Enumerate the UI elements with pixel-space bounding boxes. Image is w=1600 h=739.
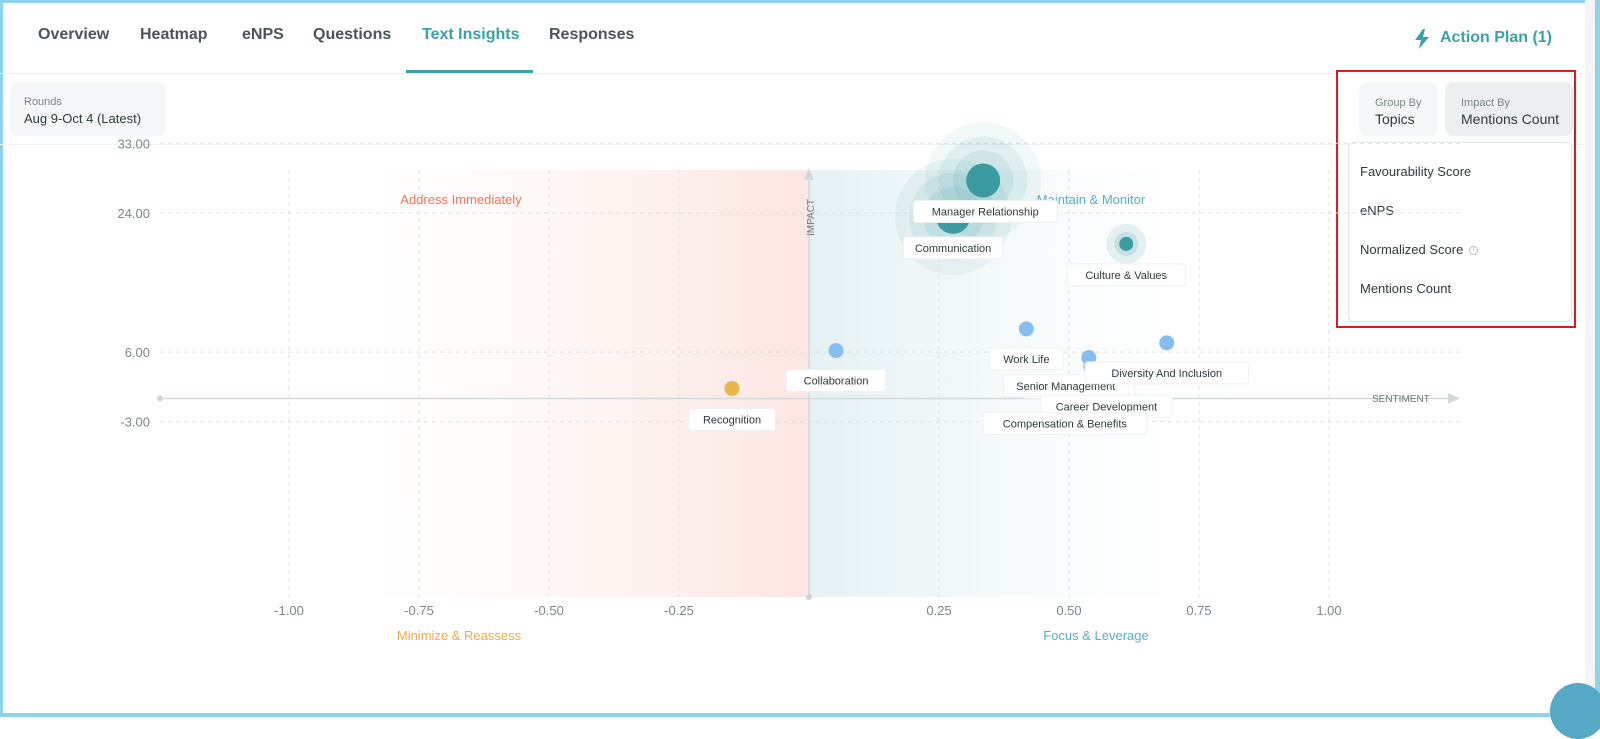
bubble-recognition[interactable]	[724, 380, 740, 396]
y-axis-end-dot	[806, 594, 812, 600]
quadrant-label-maintain: Maintain & Monitor	[1037, 192, 1146, 207]
x-tick-label: 0.25	[926, 603, 951, 618]
bubble-diversity-and-inclusion[interactable]	[1159, 335, 1175, 351]
bubble-label: Culture & Values	[1085, 270, 1167, 282]
option-enps[interactable]: eNPS	[1360, 203, 1394, 218]
quadrant-label-address: Address Immediately	[400, 192, 522, 207]
bubble-culture-values[interactable]	[1119, 236, 1134, 251]
option-mentions-count[interactable]: Mentions Count	[1360, 281, 1451, 296]
action-plan-label: Action Plan (1)	[1440, 29, 1553, 46]
x-tick-label: 1.00	[1316, 603, 1341, 618]
rounds-selector[interactable]: Rounds Aug 9-Oct 4 (Latest)	[10, 82, 166, 136]
bubble-manager-relationship[interactable]	[966, 163, 1001, 198]
active-tab-indicator	[406, 70, 533, 73]
rounds-caption: Rounds	[24, 96, 62, 108]
x-axis-arrow	[1448, 393, 1460, 404]
bubble-label-box	[688, 407, 776, 431]
y-tick-label: 24.00	[117, 206, 150, 221]
option-label: Mentions Count	[1360, 281, 1452, 296]
tab-enps[interactable]: eNPS	[242, 26, 284, 43]
option-label: Favourability Score	[1360, 164, 1472, 179]
bubble-label: Compensation & Benefits	[1003, 418, 1128, 430]
window-frame	[0, 0, 1600, 717]
tab-heatmap[interactable]: Heatmap	[140, 26, 208, 43]
group-by-value: Topics	[1375, 111, 1415, 127]
bubble-label-box	[1084, 361, 1249, 385]
option-normalized-score[interactable]: Normalized Score i	[1360, 242, 1479, 257]
tab-text-insights[interactable]: Text Insights	[422, 26, 520, 43]
y-tick-label: 6.00	[125, 345, 150, 360]
group-by-selector[interactable]: Group By Topics	[1359, 82, 1438, 136]
bubble-label-box	[902, 236, 1004, 260]
y-tick-label: 33.00	[117, 136, 150, 151]
tab-overview[interactable]: Overview	[38, 26, 110, 43]
bubble-label: Diversity And Inclusion	[1111, 368, 1222, 380]
x-axis-label: SENTIMENT	[1372, 394, 1430, 405]
bubble-label-box	[912, 200, 1058, 224]
group-by-caption: Group By	[1375, 97, 1422, 109]
sentiment-impact-chart: SENTIMENT IMPACT -1.00 -0.75 -0.50 -0.25 0.25 0…	[117, 122, 1462, 643]
negative-zone-shading	[370, 170, 809, 597]
x-axis-start-dot	[157, 395, 163, 402]
tab-bar: Overview Heatmap eNPS Questions Text Ins…	[0, 0, 1584, 74]
bubble-label-box	[1066, 263, 1186, 287]
info-icon[interactable]: i	[1469, 246, 1479, 255]
vertical-scrollbar[interactable]	[1585, 0, 1595, 717]
bubble-label: Communication	[915, 243, 991, 255]
impact-by-caption: Impact By	[1461, 97, 1510, 109]
impact-by-dropdown: Favourability Score eNPS Normalized Scor…	[1348, 142, 1572, 322]
bubble-label-box	[989, 347, 1064, 371]
x-tick-label: 0.75	[1186, 603, 1211, 618]
bubble-collaboration[interactable]	[828, 343, 844, 359]
bubble-label-box	[785, 369, 887, 393]
bubble-label-box	[982, 411, 1147, 435]
bubble-label: Recognition	[703, 414, 761, 426]
x-tick-label: -1.00	[274, 603, 304, 618]
quadrant-label-focus: Focus & Leverage	[1043, 628, 1149, 643]
x-tick-label: -0.25	[664, 603, 694, 618]
lightning-bolt-icon	[1415, 29, 1429, 49]
bubble-label: Collaboration	[804, 376, 869, 388]
tab-responses[interactable]: Responses	[549, 26, 635, 43]
bubble-label: Work Life	[1003, 354, 1049, 366]
bubble-label: Manager Relationship	[932, 207, 1039, 219]
chat-icon[interactable]	[1550, 683, 1600, 739]
bubble-label: Career Development	[1056, 401, 1158, 413]
y-tick-label: -3.00	[120, 415, 150, 430]
divider	[0, 144, 1584, 145]
y-axis-label: IMPACT	[806, 199, 817, 236]
impact-by-selector[interactable]: Impact By Mentions Count	[1445, 82, 1573, 136]
impact-by-value: Mentions Count	[1461, 111, 1560, 127]
rounds-value: Aug 9-Oct 4 (Latest)	[24, 111, 142, 126]
x-tick-label: -0.75	[404, 603, 434, 618]
tab-questions[interactable]: Questions	[313, 26, 392, 43]
option-label: eNPS	[1360, 203, 1394, 218]
x-tick-label: 0.50	[1056, 603, 1081, 618]
option-label: Normalized Score	[1360, 242, 1464, 257]
quadrant-label-minimize: Minimize & Reassess	[397, 628, 522, 643]
x-tick-label: -0.50	[534, 603, 564, 618]
highlight-box	[1336, 70, 1576, 328]
option-favourability-score[interactable]: Favourability Score	[1360, 164, 1471, 179]
y-axis-arrow	[804, 168, 814, 180]
bubble-work-life[interactable]	[1018, 321, 1034, 337]
